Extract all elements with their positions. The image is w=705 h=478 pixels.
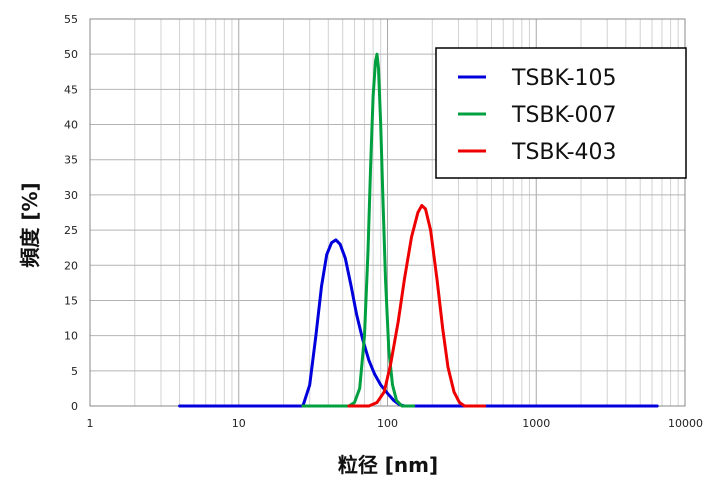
legend-label: TSBK-403 xyxy=(511,140,617,165)
y-tick-label: 25 xyxy=(64,224,78,237)
series-line-tsbk-007 xyxy=(301,52,416,408)
y-tick-label: 55 xyxy=(64,13,78,26)
y-tick-label: 10 xyxy=(64,330,78,343)
legend: TSBK-105 TSBK-007 TSBK-403 xyxy=(435,47,687,179)
legend-box xyxy=(435,47,687,179)
y-tick-label: 15 xyxy=(64,294,78,307)
x-tick-label: 1000 xyxy=(522,417,550,430)
plot-area xyxy=(89,18,686,407)
x-tick-label: 10000 xyxy=(668,417,703,430)
x-axis-title: 粒径 [nm] xyxy=(338,453,438,477)
x-tick-label: 10 xyxy=(232,417,246,430)
legend-label: TSBK-105 xyxy=(511,66,617,91)
x-tick-label: 1 xyxy=(87,417,94,430)
y-tick-label: 30 xyxy=(64,189,78,202)
y-tick-label: 35 xyxy=(64,154,78,167)
y-tick-label: 20 xyxy=(64,259,78,272)
series-layer xyxy=(178,52,659,408)
y-axis-title: 頻度 [%] xyxy=(18,182,42,267)
y-axis-ticks: 0 5 10 15 20 25 30 35 40 45 50 55 xyxy=(64,13,78,413)
y-tick-label: 5 xyxy=(71,365,78,378)
x-tick-label: 100 xyxy=(377,417,398,430)
y-tick-label: 50 xyxy=(64,48,78,61)
y-tick-label: 40 xyxy=(64,119,78,132)
y-tick-label: 0 xyxy=(71,400,78,413)
legend-label: TSBK-007 xyxy=(511,103,617,128)
y-tick-label: 45 xyxy=(64,83,78,96)
series-line-tsbk-403 xyxy=(347,204,487,408)
x-axis-ticks: 1 10 100 1000 10000 xyxy=(87,417,704,430)
series-line-tsbk-105 xyxy=(178,238,659,408)
